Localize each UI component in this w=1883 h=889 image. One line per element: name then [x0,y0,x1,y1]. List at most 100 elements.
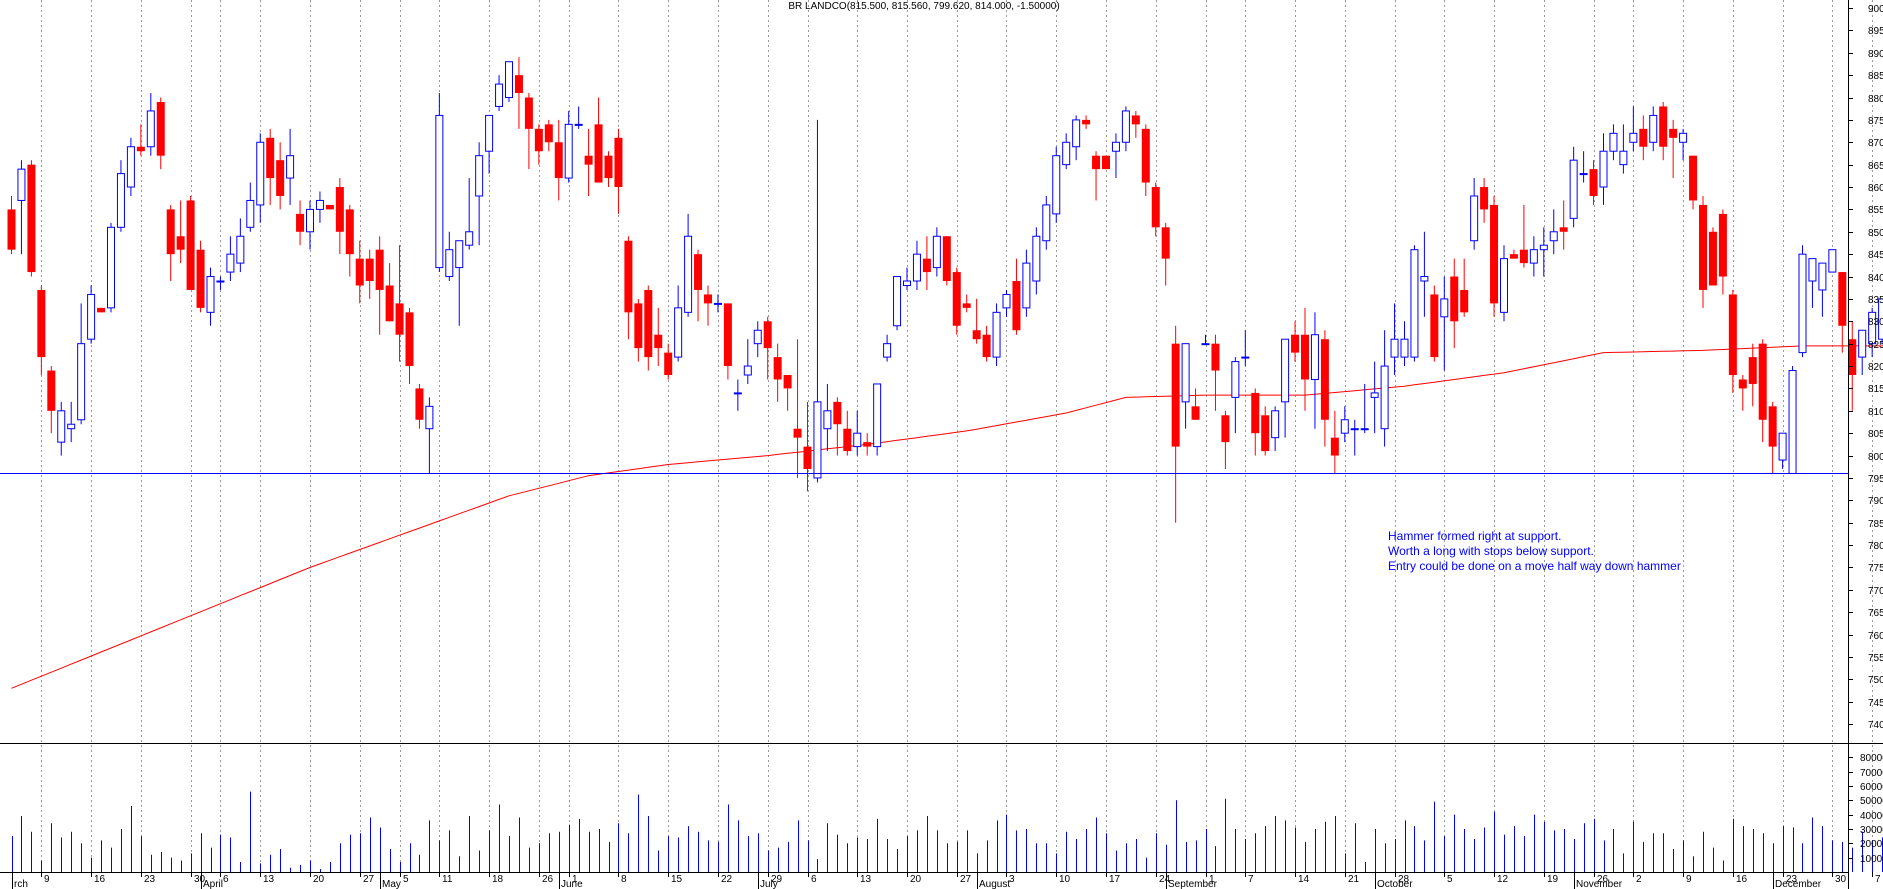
candle [723,303,732,380]
candle-body [1350,428,1359,431]
volume-axis-label: 10000 [1860,854,1883,865]
candle-body [1062,141,1071,166]
price-axis-label: 740 [1868,720,1883,731]
candle [1310,312,1319,429]
price-axis-label: 895 [1868,26,1883,37]
candle-body [833,401,842,425]
month-label: September [1168,879,1218,889]
candle [385,263,394,322]
candle [1171,325,1180,523]
candle-body [982,334,991,358]
candle [992,303,1001,367]
day-label: 2 [1636,874,1642,885]
candle [156,97,165,170]
candle-body [116,173,125,228]
candle-body [1649,114,1658,143]
candle-body [853,432,862,448]
candle-body [1639,128,1648,147]
candle [1141,124,1150,196]
candle [962,294,971,313]
candle [1370,361,1379,434]
candle [136,124,145,156]
day-label: 15 [671,874,683,885]
candle-body [1440,298,1449,318]
candle-body [375,249,384,290]
candle-body [107,226,115,309]
candle [146,93,155,156]
price-axis-label: 865 [1868,161,1883,172]
candle [1659,101,1668,161]
candle-body [345,209,354,255]
candle [505,61,513,102]
candle-body [1141,128,1150,183]
day-label: 16 [94,874,106,885]
candle-body [1679,132,1688,143]
candle-body [1480,187,1489,210]
day-label: 10 [1059,874,1071,885]
candle-body [1102,155,1110,170]
candle [704,285,712,326]
price-axis-label: 755 [1868,653,1883,664]
candle-body [694,254,703,290]
candle-body [524,97,533,129]
candle-body [1669,128,1678,138]
month-label: July [760,879,778,889]
candle [912,240,921,290]
candle [1699,195,1707,308]
price-axis-label: 815 [1868,384,1883,395]
candle-body [1878,298,1883,340]
candle [803,401,812,492]
candle [763,316,772,380]
candle [1480,178,1489,223]
candle-body [813,401,822,479]
candle [753,321,762,358]
candle-body [385,285,394,322]
price-axis-label: 785 [1868,519,1883,530]
candle-body [1659,106,1668,147]
candle [694,249,703,322]
candle [186,195,195,290]
price-axis-label: 870 [1868,138,1883,149]
annotation-note: Hammer formed right at support. Worth a … [1388,529,1681,574]
candle-body [1221,415,1230,443]
day-label: 27 [960,874,972,885]
candle-body [1211,343,1220,371]
candle-body [574,123,583,126]
candle-body [1380,365,1389,430]
candle [425,397,434,474]
candle-body [286,155,295,179]
volume-axis-label: 40000 [1860,811,1883,822]
candle-body [823,410,832,430]
price-axis-label: 745 [1868,698,1883,709]
candle-body [1420,276,1429,282]
candle [1251,388,1260,456]
candle-body [1241,356,1250,359]
candle-body [1549,231,1558,242]
day-label: 6 [811,874,817,885]
candle [87,285,96,344]
candle [1679,128,1688,161]
candle-body [704,294,712,304]
candle-body [1450,276,1459,322]
candle [1828,249,1837,273]
candle-body [1728,294,1737,375]
candle-body [1460,289,1469,313]
candle-body [1490,204,1499,304]
candle [1818,262,1827,317]
candle-body [1171,343,1180,447]
candle-body [1022,262,1031,309]
candle-body [534,128,543,152]
candle-body [654,334,663,349]
candle-body [1808,258,1817,282]
candle [664,343,673,380]
candle-body [1858,329,1867,358]
candle [1161,222,1170,286]
day-label: 22 [721,874,733,885]
candle [783,375,792,411]
candle-body [87,293,96,340]
candle-body [733,392,742,395]
candle-body [1052,155,1061,215]
candle [1002,289,1011,317]
day-label: 13 [860,874,872,885]
candle-body [962,303,971,308]
